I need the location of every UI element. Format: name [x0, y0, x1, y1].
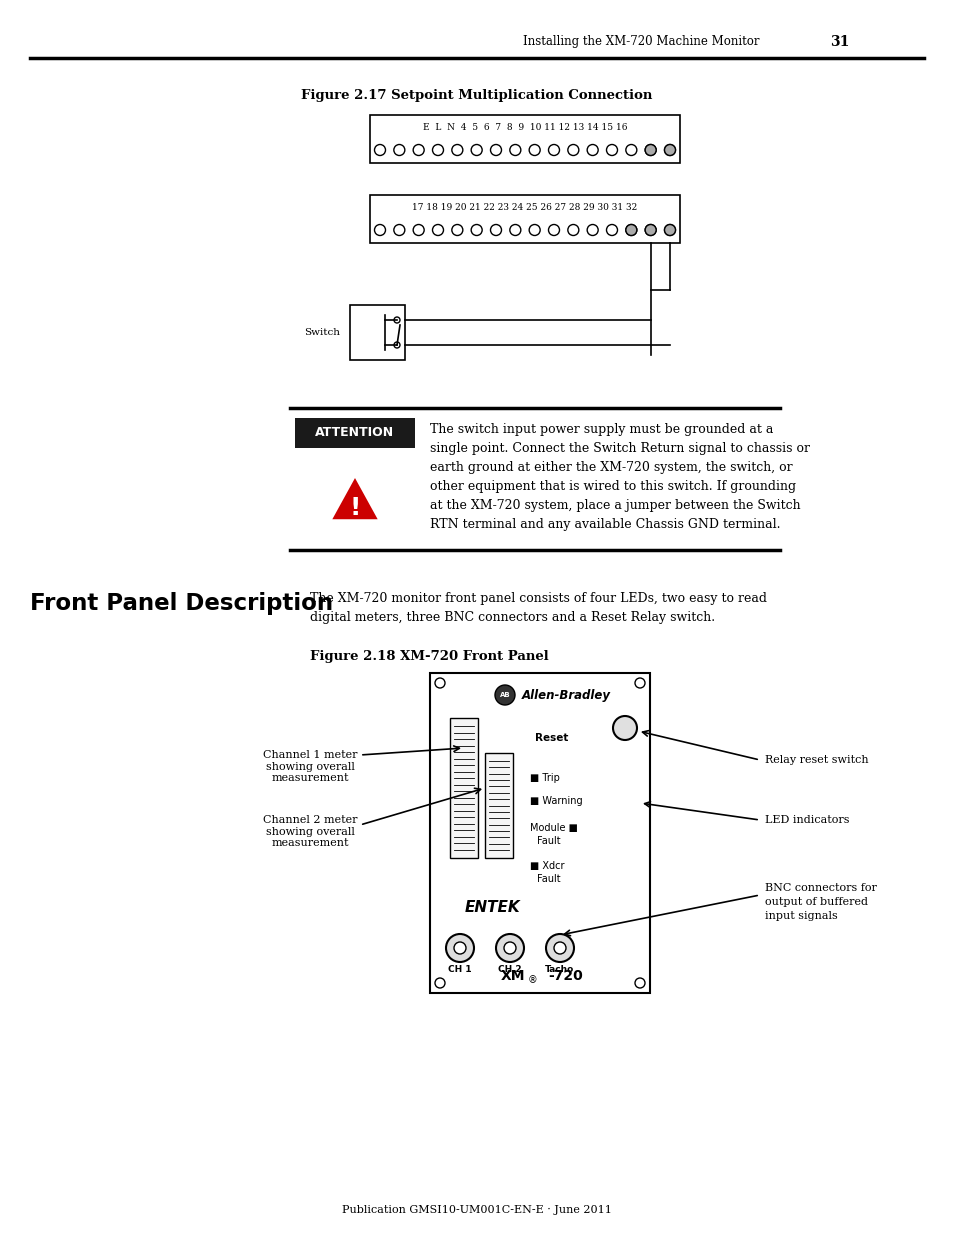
- Text: Channel 1 meter
showing overall
measurement: Channel 1 meter showing overall measurem…: [262, 750, 356, 783]
- Circle shape: [375, 225, 385, 236]
- Circle shape: [548, 144, 558, 156]
- Polygon shape: [334, 480, 375, 519]
- Circle shape: [529, 144, 539, 156]
- Circle shape: [452, 225, 462, 236]
- Text: Reset: Reset: [535, 734, 568, 743]
- Circle shape: [394, 144, 404, 156]
- Text: The switch input power supply must be grounded at a
single point. Connect the Sw: The switch input power supply must be gr…: [430, 424, 809, 531]
- Text: Figure 2.18 XM-720 Front Panel: Figure 2.18 XM-720 Front Panel: [310, 650, 548, 663]
- Circle shape: [394, 342, 399, 348]
- Bar: [450, 718, 477, 858]
- Text: ■ Warning: ■ Warning: [530, 797, 582, 806]
- Circle shape: [471, 225, 481, 236]
- Circle shape: [432, 144, 443, 156]
- Text: Publication GMSI10-UM001C-EN-E · June 2011: Publication GMSI10-UM001C-EN-E · June 20…: [342, 1205, 611, 1215]
- Circle shape: [625, 225, 637, 236]
- Text: Channel 2 meter
showing overall
measurement: Channel 2 meter showing overall measurem…: [262, 815, 356, 848]
- Text: Figure 2.17 Setpoint Multiplication Connection: Figure 2.17 Setpoint Multiplication Conn…: [301, 89, 652, 101]
- Text: E  L  N  4  5  6  7  8  9  10 11 12 13 14 15 16: E L N 4 5 6 7 8 9 10 11 12 13 14 15 16: [422, 122, 626, 131]
- Circle shape: [454, 942, 465, 953]
- Text: -720: -720: [547, 969, 582, 983]
- Circle shape: [635, 678, 644, 688]
- Text: Switch: Switch: [304, 329, 339, 337]
- Bar: [430, 673, 649, 993]
- Bar: [370, 115, 679, 163]
- Text: !: !: [349, 496, 360, 520]
- Circle shape: [394, 225, 404, 236]
- Circle shape: [664, 225, 675, 236]
- Text: AB: AB: [499, 692, 510, 698]
- Circle shape: [509, 144, 520, 156]
- Text: 31: 31: [829, 35, 848, 49]
- Circle shape: [644, 225, 656, 236]
- Circle shape: [644, 144, 656, 156]
- Circle shape: [413, 144, 424, 156]
- Bar: [350, 305, 405, 359]
- Circle shape: [452, 144, 462, 156]
- Circle shape: [567, 144, 578, 156]
- Text: XM: XM: [500, 969, 524, 983]
- Text: ®: ®: [527, 974, 537, 986]
- Circle shape: [471, 144, 481, 156]
- Circle shape: [503, 942, 516, 953]
- Circle shape: [509, 225, 520, 236]
- Circle shape: [664, 144, 675, 156]
- Circle shape: [625, 225, 637, 236]
- Circle shape: [495, 685, 515, 705]
- Circle shape: [625, 144, 637, 156]
- Circle shape: [613, 716, 637, 740]
- Circle shape: [529, 225, 539, 236]
- Circle shape: [432, 225, 443, 236]
- Text: CH 1: CH 1: [448, 966, 472, 974]
- Circle shape: [394, 317, 399, 324]
- Circle shape: [644, 144, 656, 156]
- Circle shape: [644, 225, 656, 236]
- Circle shape: [375, 144, 385, 156]
- Text: ■ Xdcr: ■ Xdcr: [530, 861, 564, 871]
- Text: Tacho: Tacho: [545, 966, 574, 974]
- Text: Installing the XM-720 Machine Monitor: Installing the XM-720 Machine Monitor: [523, 36, 760, 48]
- Text: Module ■: Module ■: [530, 823, 578, 832]
- Circle shape: [586, 225, 598, 236]
- Text: ENTEK: ENTEK: [464, 900, 520, 915]
- Circle shape: [435, 978, 444, 988]
- Bar: [294, 417, 415, 448]
- Bar: [484, 753, 513, 858]
- Circle shape: [490, 225, 501, 236]
- Text: CH 2: CH 2: [497, 966, 521, 974]
- Text: Front Panel Description: Front Panel Description: [30, 592, 333, 615]
- Circle shape: [664, 144, 675, 156]
- Text: 17 18 19 20 21 22 23 24 25 26 27 28 29 30 31 32: 17 18 19 20 21 22 23 24 25 26 27 28 29 3…: [412, 203, 637, 211]
- Circle shape: [413, 225, 424, 236]
- Text: Relay reset switch: Relay reset switch: [764, 755, 868, 764]
- Circle shape: [548, 225, 558, 236]
- Circle shape: [586, 144, 598, 156]
- Text: Fault: Fault: [537, 874, 560, 884]
- Circle shape: [567, 225, 578, 236]
- Circle shape: [635, 978, 644, 988]
- Text: ■ Trip: ■ Trip: [530, 773, 559, 783]
- Circle shape: [435, 678, 444, 688]
- Circle shape: [490, 144, 501, 156]
- Circle shape: [554, 942, 565, 953]
- Circle shape: [664, 225, 675, 236]
- Text: The XM-720 monitor front panel consists of four LEDs, two easy to read
digital m: The XM-720 monitor front panel consists …: [310, 592, 766, 624]
- Text: BNC connectors for
output of buffered
input signals: BNC connectors for output of buffered in…: [764, 883, 876, 921]
- Circle shape: [545, 934, 574, 962]
- Circle shape: [606, 225, 617, 236]
- Text: ATTENTION: ATTENTION: [315, 426, 395, 440]
- Circle shape: [606, 144, 617, 156]
- Circle shape: [496, 934, 523, 962]
- Text: Fault: Fault: [537, 836, 560, 846]
- Text: Allen-Bradley: Allen-Bradley: [521, 688, 610, 701]
- Bar: [370, 195, 679, 243]
- Circle shape: [446, 934, 474, 962]
- Text: LED indicators: LED indicators: [764, 815, 848, 825]
